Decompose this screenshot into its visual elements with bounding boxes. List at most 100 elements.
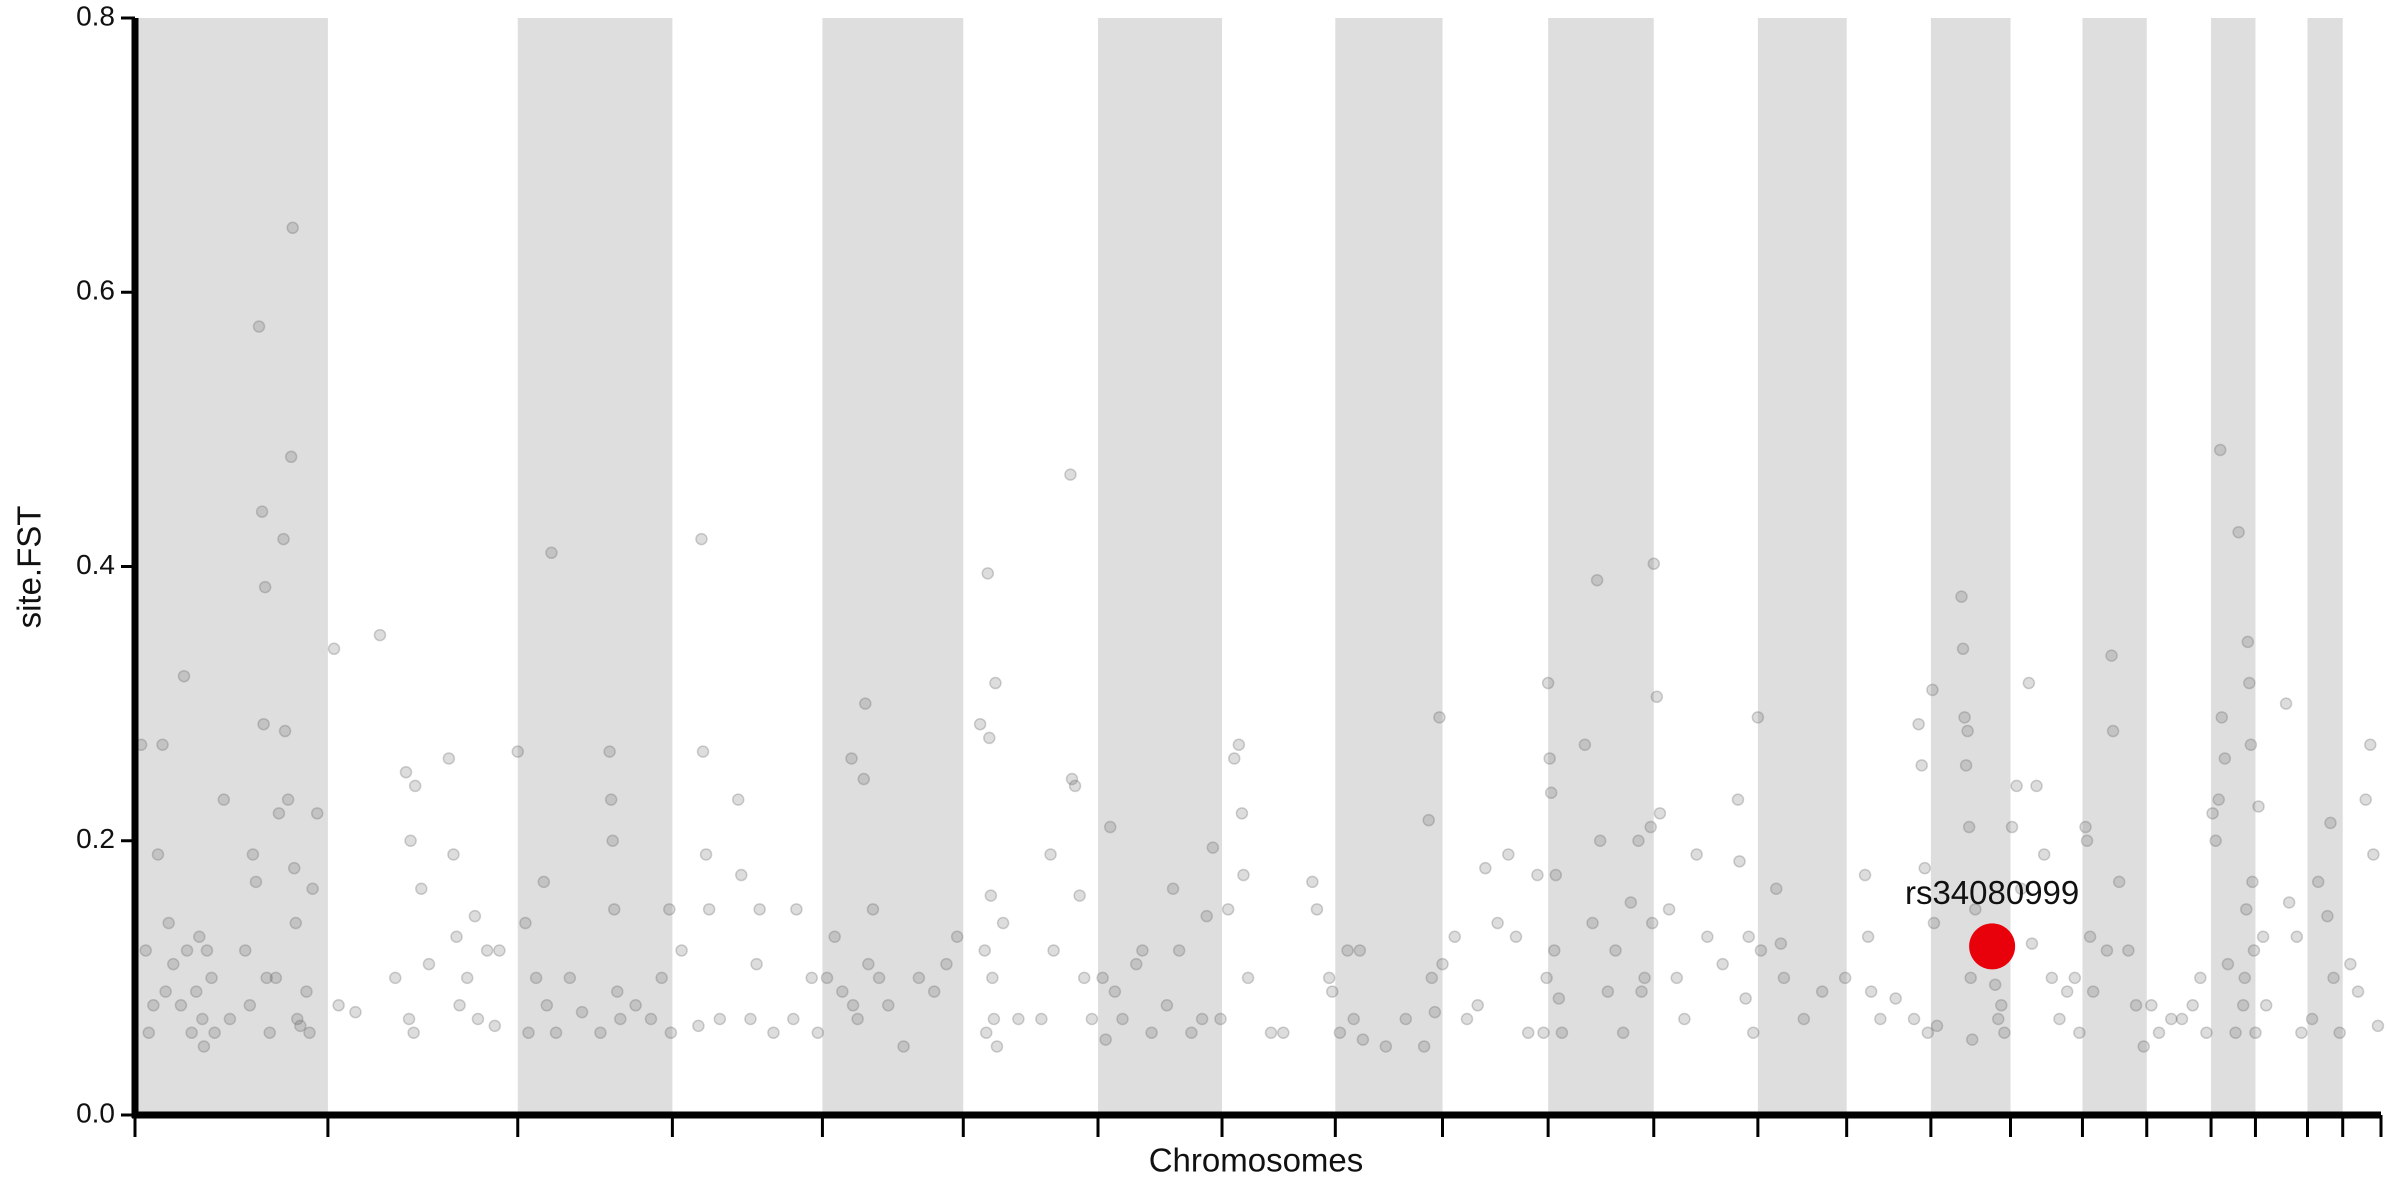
point bbox=[790, 903, 803, 916]
point bbox=[2259, 999, 2273, 1012]
point bbox=[1998, 1026, 2011, 1039]
point bbox=[217, 793, 231, 806]
point bbox=[1116, 1012, 1129, 1026]
point bbox=[1969, 903, 1982, 916]
point bbox=[1548, 944, 1561, 957]
point bbox=[1907, 1012, 1921, 1026]
point bbox=[1491, 916, 1504, 930]
point bbox=[1531, 868, 1544, 882]
point bbox=[223, 1012, 237, 1026]
point bbox=[857, 772, 871, 786]
point bbox=[973, 717, 987, 731]
point bbox=[692, 1019, 705, 1033]
point bbox=[1995, 999, 2008, 1012]
point bbox=[2359, 793, 2372, 806]
point bbox=[1433, 711, 1446, 724]
point bbox=[1964, 971, 1977, 985]
point bbox=[2333, 1026, 2346, 1039]
point bbox=[2206, 807, 2219, 820]
point bbox=[1552, 992, 1566, 1005]
point bbox=[1733, 855, 1746, 868]
point bbox=[1593, 834, 1607, 847]
point bbox=[1774, 937, 1788, 950]
point bbox=[1690, 848, 1703, 861]
point bbox=[255, 505, 269, 518]
point bbox=[2229, 1026, 2242, 1039]
point bbox=[488, 1019, 502, 1033]
point bbox=[1085, 1012, 1099, 1026]
point bbox=[1955, 590, 1968, 603]
point bbox=[1333, 1026, 1347, 1039]
point bbox=[744, 1012, 757, 1026]
point bbox=[1264, 1026, 1278, 1039]
point bbox=[1991, 1012, 2005, 1026]
point bbox=[1099, 1033, 1112, 1046]
point bbox=[2364, 738, 2377, 752]
highlight-point bbox=[1969, 923, 2016, 970]
point bbox=[197, 1040, 211, 1053]
point bbox=[2213, 443, 2227, 457]
point bbox=[986, 971, 999, 985]
point bbox=[549, 1026, 563, 1039]
point bbox=[529, 971, 543, 985]
point bbox=[1537, 1026, 1550, 1039]
point bbox=[1988, 978, 2002, 991]
point bbox=[1241, 971, 1255, 985]
point bbox=[1647, 557, 1661, 571]
point bbox=[1347, 1012, 1360, 1026]
point bbox=[407, 1026, 420, 1039]
point bbox=[1145, 1026, 1158, 1039]
point bbox=[167, 957, 180, 971]
point bbox=[2305, 1012, 2319, 1026]
point bbox=[2367, 848, 2380, 861]
point bbox=[151, 848, 165, 861]
point bbox=[1065, 772, 1079, 786]
point bbox=[252, 320, 266, 333]
point bbox=[594, 1026, 607, 1039]
point bbox=[471, 1012, 485, 1026]
point bbox=[2122, 944, 2135, 957]
point bbox=[1754, 944, 1768, 957]
point bbox=[1235, 807, 1249, 820]
point bbox=[851, 1012, 864, 1026]
point bbox=[1035, 1012, 1048, 1026]
point bbox=[269, 971, 283, 985]
point bbox=[1609, 944, 1622, 957]
point bbox=[1471, 999, 1484, 1012]
point bbox=[2186, 999, 2199, 1012]
point bbox=[2060, 985, 2074, 998]
point bbox=[696, 745, 710, 758]
point bbox=[989, 676, 1002, 690]
point bbox=[2010, 779, 2023, 793]
point bbox=[511, 745, 525, 758]
point bbox=[950, 930, 964, 943]
point bbox=[1237, 868, 1250, 882]
point bbox=[294, 1019, 307, 1033]
point bbox=[422, 957, 436, 971]
point bbox=[258, 580, 272, 594]
point bbox=[2243, 676, 2256, 690]
point bbox=[1956, 642, 1970, 656]
point bbox=[1742, 930, 1755, 943]
point bbox=[2053, 1012, 2066, 1026]
point bbox=[1479, 861, 1492, 875]
point bbox=[1586, 916, 1599, 930]
point bbox=[460, 971, 474, 985]
point bbox=[2238, 971, 2251, 985]
point bbox=[563, 971, 577, 985]
chromosome-band bbox=[1757, 18, 1847, 1115]
point bbox=[767, 1026, 780, 1039]
point bbox=[1958, 711, 1971, 724]
chromosome-band bbox=[1548, 18, 1654, 1115]
point bbox=[2247, 944, 2261, 957]
points bbox=[134, 221, 2385, 1053]
point bbox=[1930, 1019, 1944, 1033]
point bbox=[263, 1026, 276, 1039]
point bbox=[303, 1026, 316, 1039]
point bbox=[2236, 999, 2250, 1012]
point bbox=[1104, 820, 1117, 834]
point bbox=[1644, 820, 1657, 834]
point bbox=[442, 752, 456, 765]
point bbox=[1047, 944, 1060, 957]
point bbox=[1096, 971, 1109, 985]
